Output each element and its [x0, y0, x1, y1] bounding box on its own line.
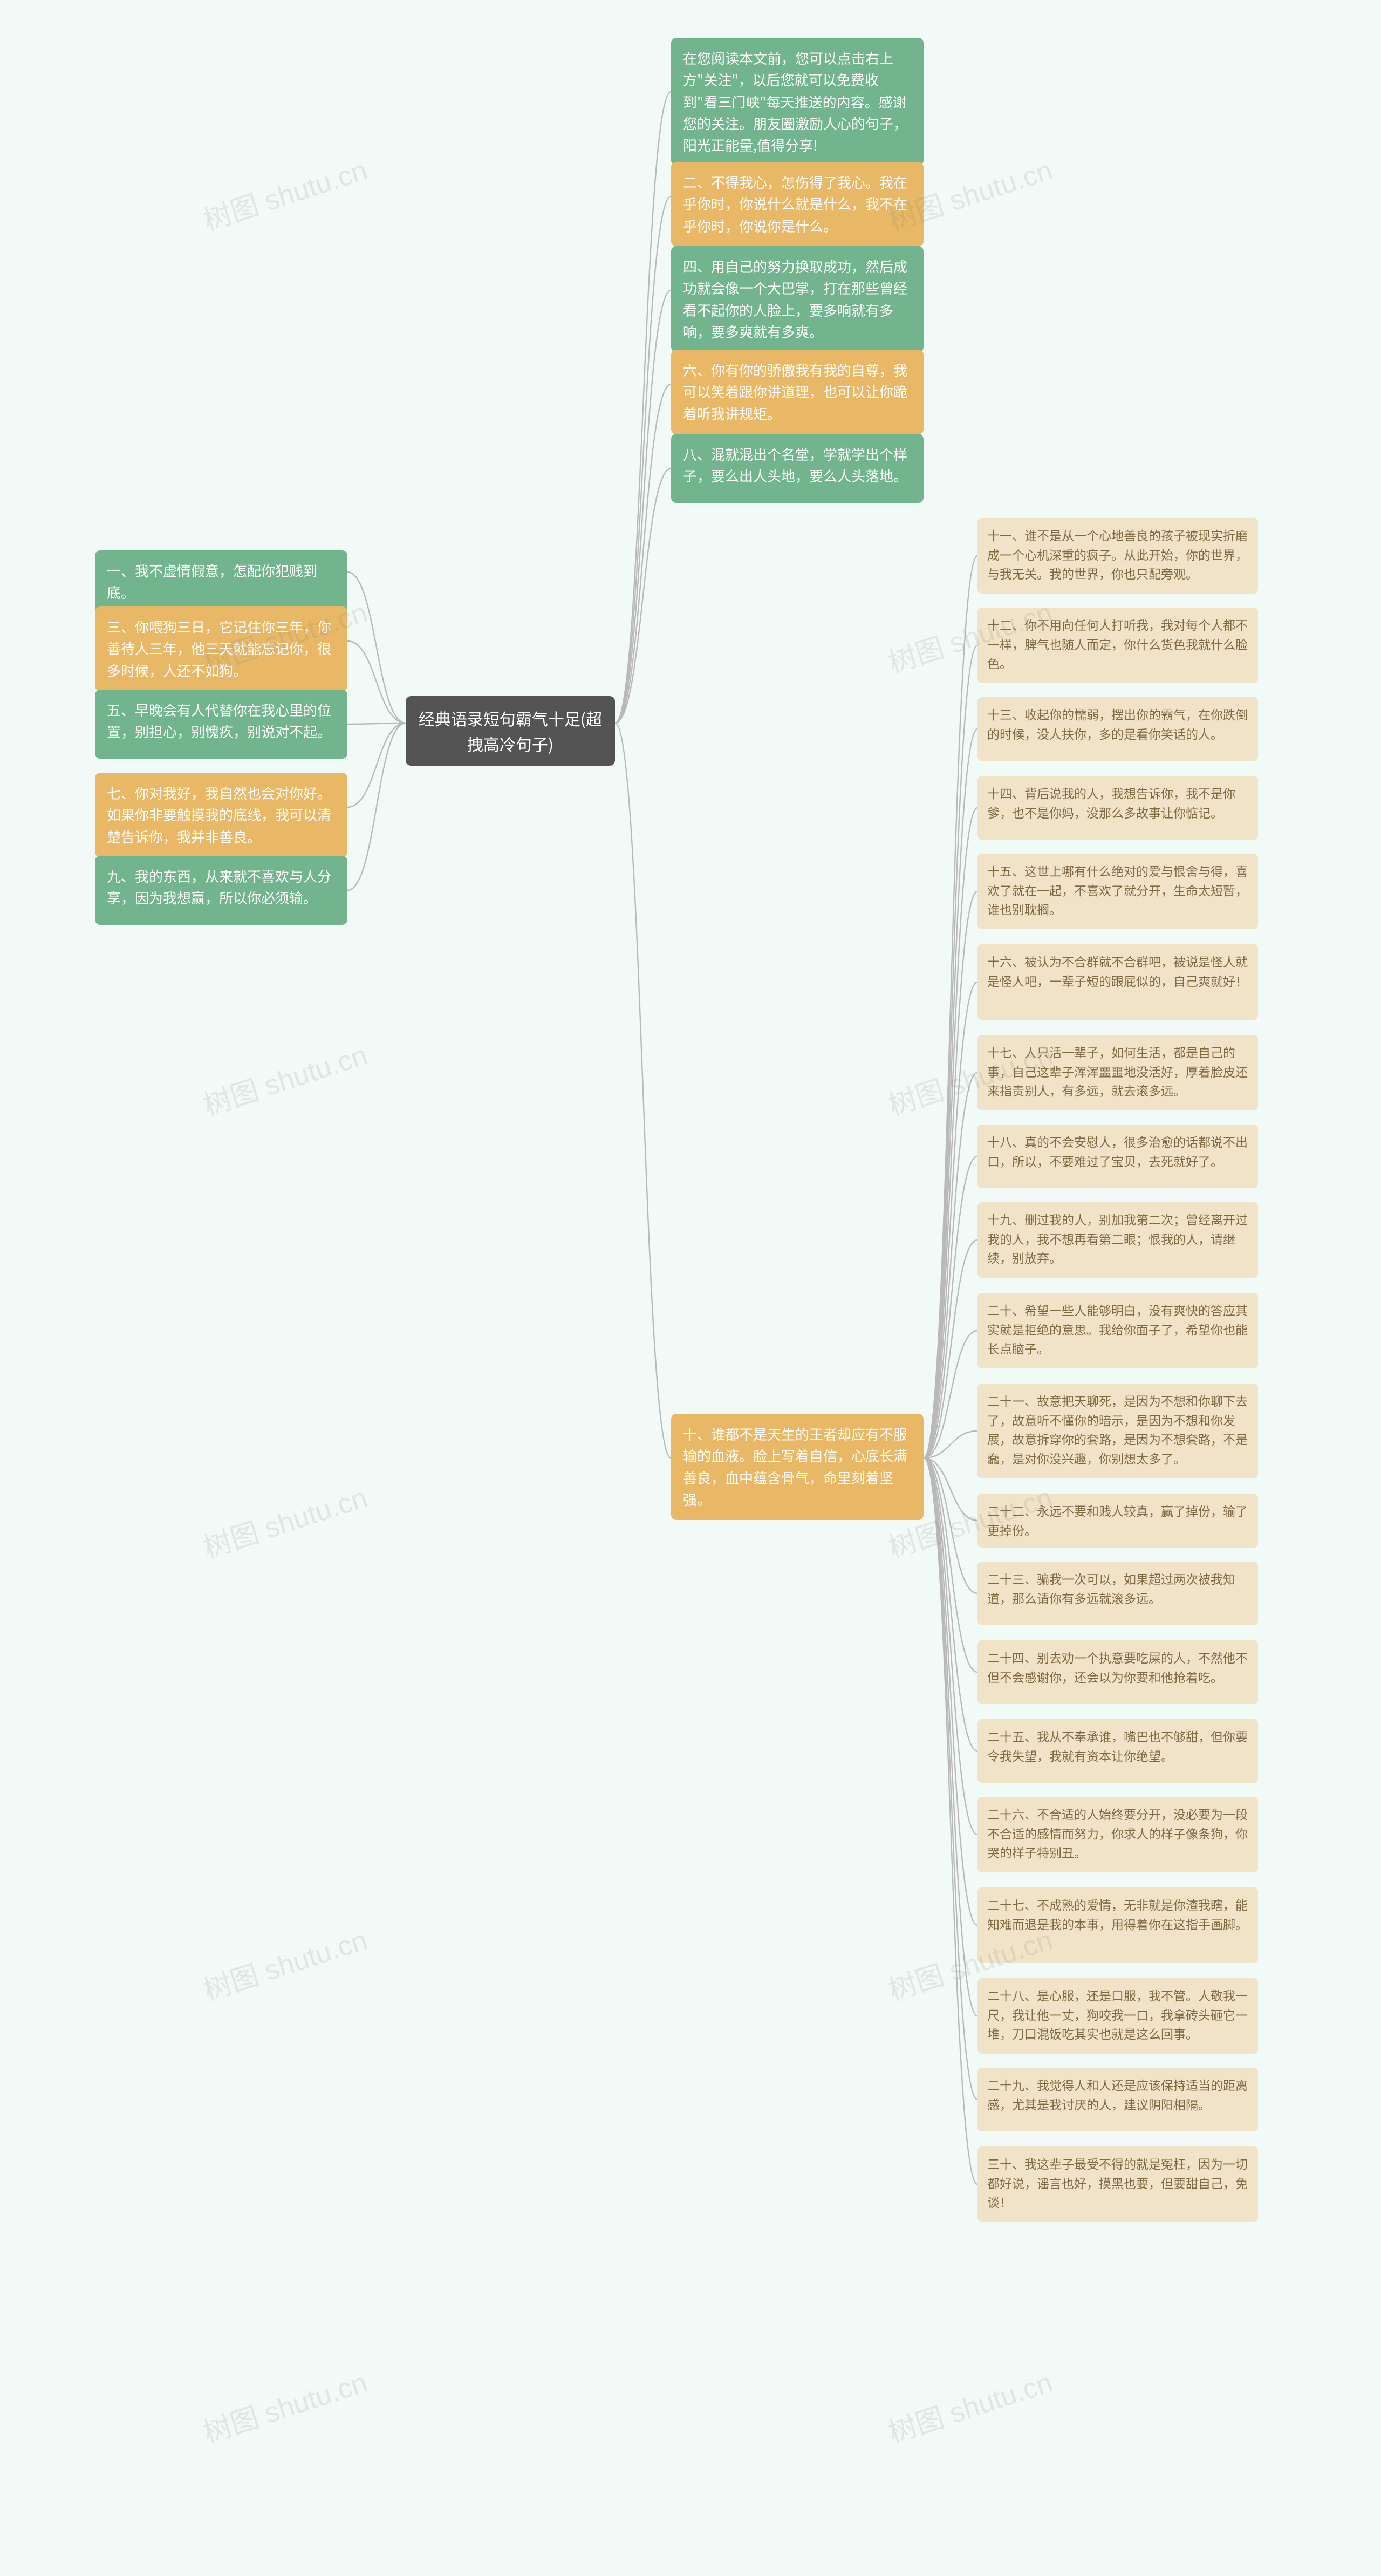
connector — [924, 1156, 977, 1458]
mindmap-canvas: 经典语录短句霸气十足(超拽高冷句子) 一、我不虚情假意，怎配你犯贱到底。三、你喂狗… — [0, 0, 1381, 2576]
watermark: 树图 shutu.cn — [197, 147, 372, 238]
child-node-c27: 二十七、不成熟的爱情，无非就是你渣我瞎，能知难而退是我的本事，用得着你在这指手画… — [977, 1887, 1258, 1963]
connector — [924, 1458, 977, 1593]
connector — [924, 729, 977, 1458]
right-node-r4: 四、用自己的努力换取成功，然后成功就会像一个大巴掌，打在那些曾经看不起你的人脸上… — [671, 246, 924, 352]
connector — [615, 723, 671, 1458]
child-node-c18: 十八、真的不会安慰人，很多治愈的话都说不出口，所以，不要难过了宝贝，去死就好了。 — [977, 1125, 1258, 1188]
child-node-c15: 十五、这世上哪有什么绝对的爱与恨舍与得，喜欢了就在一起，不喜欢了就分开，生命太短… — [977, 854, 1258, 929]
child-node-c24: 二十四、别去劝一个执意要吃屎的人，不然他不但不会感谢你，还会以为你要和他抢着吃。 — [977, 1640, 1258, 1704]
connector — [924, 1458, 977, 1672]
connector — [924, 982, 977, 1458]
right-node-r8: 八、混就混出个名堂，学就学出个样子，要么出人头地，要么人头落地。 — [671, 434, 924, 503]
right-node-r_intro: 在您阅读本文前，您可以点击右上方"关注"，以后您就可以免费收到"看三门峡"每天推… — [671, 38, 924, 166]
watermark: 树图 shutu.cn — [883, 2360, 1057, 2451]
child-node-c12: 十二、你不用向任何人打听我，我对每个人都不一样，脾气也随人而定，你什么货色我就什… — [977, 608, 1258, 683]
child-node-c21: 二十一、故意把天聊死，是因为不想和你聊下去了，故意听不懂你的暗示，是因为不想和你… — [977, 1384, 1258, 1478]
connector — [615, 92, 671, 723]
connector — [924, 1458, 977, 2016]
root-node: 经典语录短句霸气十足(超拽高冷句子) — [406, 696, 615, 766]
connector — [924, 1240, 977, 1458]
connector — [924, 1331, 977, 1458]
child-node-c20: 二十、希望一些人能够明白，没有爽快的答应其实就是拒绝的意思。我给你面子了，希望你… — [977, 1293, 1258, 1368]
connector — [924, 1458, 977, 1925]
left-node-l1: 一、我不虚情假意，怎配你犯贱到底。 — [95, 550, 347, 614]
child-node-c19: 十九、删过我的人，别加我第二次；曾经离开过我的人，我不想再看第二眼；恨我的人，请… — [977, 1202, 1258, 1278]
connector — [347, 641, 406, 723]
connector — [924, 556, 977, 1458]
connector — [615, 468, 671, 723]
connector — [924, 891, 977, 1458]
child-node-c23: 二十三、骗我一次可以，如果超过两次被我知道，那么请你有多远就滚多远。 — [977, 1562, 1258, 1625]
connector — [347, 723, 406, 890]
connector — [347, 723, 406, 724]
child-node-c14: 十四、背后说我的人，我想告诉你，我不是你爹，也不是你妈，没那么多故事让你惦记。 — [977, 776, 1258, 840]
child-node-c29: 二十九、我觉得人和人还是应该保持适当的距离感，尤其是我讨厌的人，建议阴阳相隔。 — [977, 2068, 1258, 2131]
left-node-l9: 九、我的东西，从来就不喜欢与人分享，因为我想赢，所以你必须输。 — [95, 856, 347, 925]
child-node-c17: 十七、人只活一辈子，如何生活，都是自己的事，自己这辈子浑浑噩噩地没活好，厚着脸皮… — [977, 1035, 1258, 1110]
connector — [924, 808, 977, 1458]
connector — [924, 645, 977, 1458]
connector — [924, 1458, 977, 2184]
child-node-c22: 二十二、永远不要和贱人较真，赢了掉份，输了更掉份。 — [977, 1494, 1258, 1548]
child-node-c16: 十六、被认为不合群就不合群吧，被说是怪人就是怪人吧，一辈子短的跟屁似的，自己爽就… — [977, 944, 1258, 1020]
left-node-l3: 三、你喂狗三日，它记住你三年，你善待人三年，他三天就能忘记你，很多时候，人还不如… — [95, 606, 347, 691]
connector — [924, 1073, 977, 1458]
left-node-l5: 五、早晚会有人代替你在我心里的位置，别担心，别愧疚，别说对不起。 — [95, 690, 347, 759]
connector — [924, 1431, 977, 1458]
watermark: 树图 shutu.cn — [197, 2360, 372, 2451]
left-node-l7: 七、你对我好，我自然也会对你好。如果你非要触摸我的底线，我可以清楚告诉你，我并非… — [95, 773, 347, 857]
connector — [615, 196, 671, 723]
child-node-c13: 十三、收起你的懦弱，摆出你的霸气，在你跌倒的时候，没人扶你，多的是看你笑话的人。 — [977, 697, 1258, 761]
child-node-c28: 二十八、是心服，还是口服，我不管。人敬我一尺，我让他一丈，狗咬我一口，我拿砖头砸… — [977, 1978, 1258, 2054]
connector — [924, 1458, 977, 2100]
connector — [615, 290, 671, 723]
watermark: 树图 shutu.cn — [197, 1032, 372, 1123]
connector — [347, 572, 406, 723]
connector — [924, 1458, 977, 1835]
connector — [924, 1458, 977, 1521]
connector — [924, 1458, 977, 1751]
watermark: 树图 shutu.cn — [197, 1475, 372, 1566]
connector — [347, 723, 406, 807]
right-node-r2: 二、不得我心，怎伤得了我心。我在乎你时，你说什么就是什么，我不在乎你时，你说你是… — [671, 162, 924, 247]
child-node-c30: 三十、我这辈子最受不得的就是冤枉，因为一切都好说，谣言也好，摸黑也要，但要甜自己… — [977, 2146, 1258, 2222]
connector — [615, 384, 671, 723]
child-node-c11: 十一、谁不是从一个心地善良的孩子被现实折磨成一个心机深重的疯子。从此开始，你的世… — [977, 518, 1258, 594]
watermark: 树图 shutu.cn — [197, 1917, 372, 2008]
child-node-c25: 二十五、我从不奉承谁，嘴巴也不够甜，但你要令我失望，我就有资本让你绝望。 — [977, 1719, 1258, 1783]
right-node-r10: 十、谁都不是天生的王者却应有不服输的血液。脸上写着自信，心底长满善良，血中蕴含骨… — [671, 1414, 924, 1520]
child-node-c26: 二十六、不合适的人始终要分开，没必要为一段不合适的感情而努力，你求人的样子像条狗… — [977, 1797, 1258, 1872]
right-node-r6: 六、你有你的骄傲我有我的自尊，我可以笑着跟你讲道理，也可以让你跪着听我讲规矩。 — [671, 350, 924, 434]
